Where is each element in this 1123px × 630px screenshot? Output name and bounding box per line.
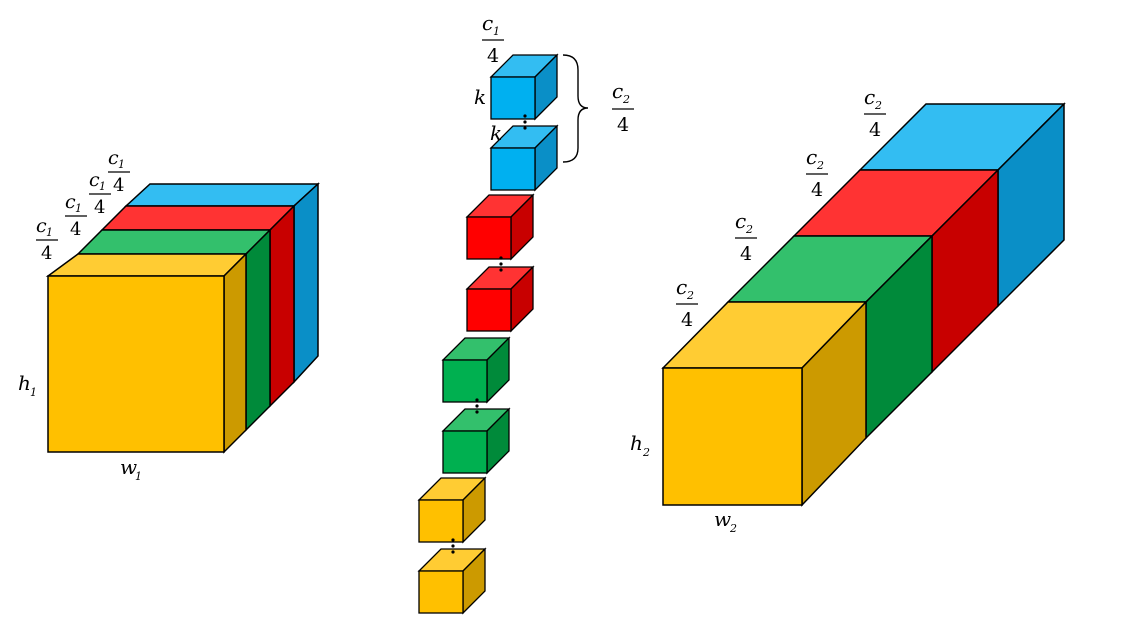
frac-sub: 1 [99,180,106,193]
svg-text:4: 4 [487,45,499,67]
input-fraction-label-1: c 1 4 [36,215,58,264]
frac-den: 4 [94,197,105,218]
input-blue-slab [124,182,320,384]
svg-text:h: h [18,371,31,395]
svg-text:2: 2 [745,223,753,236]
frac-c: c [65,191,76,213]
output-green-block [726,234,934,440]
svg-text:w: w [714,507,731,531]
svg-text:2: 2 [816,159,824,172]
output-fraction-label-1: c 2 4 [676,275,698,331]
kernel-cube-blue-2 [489,124,559,192]
frac-c: c [108,147,119,169]
svg-text:c: c [864,85,875,109]
svg-text:2: 2 [686,289,694,302]
svg-text:h: h [630,431,643,455]
output-width-label: w 2 [714,507,737,535]
group-brace [562,54,589,163]
output-fraction-label-4: c 2 4 [864,85,886,141]
input-fraction-label-4: c 1 4 [108,147,130,196]
brace-label: c 2 4 [612,79,634,136]
svg-text:1: 1 [135,470,142,483]
output-tensor: c 2 4 c 2 4 c 2 4 c 2 4 h 2 w [630,85,1066,535]
kernel-size-label: k [474,85,486,109]
svg-text:c: c [806,145,817,169]
frac-sub: 1 [46,226,53,239]
output-fraction-label-3: c 2 4 [806,145,828,201]
input-height-label: h 1 [18,371,37,399]
kernel-stack: c 1 4 k k c 2 4 [417,11,634,615]
output-blue-block [858,102,1066,308]
kernel-cube-yellow-1 [417,476,487,544]
frac-sub: 1 [118,158,125,171]
frac-den: 4 [70,219,81,240]
svg-text:4: 4 [811,179,823,201]
svg-text:2: 2 [622,93,630,106]
kernel-cube-green-1 [441,336,511,404]
input-fraction-label-3: c 1 4 [89,169,111,218]
kernel-cube-yellow-2 [417,547,487,615]
frac-c: c [89,169,100,191]
input-tensor: c 1 4 c 1 4 c 1 4 c 1 4 h 1 w [18,147,320,483]
input-green-slab [76,228,272,432]
input-fraction-label-2: c 1 4 [65,191,87,240]
svg-text:2: 2 [874,99,882,112]
output-height-label: h 2 [630,431,650,459]
ellipsis-dots [451,114,527,554]
kernel-depth-label: c 1 4 [482,11,504,67]
kernel-cube-red-1 [465,193,535,261]
output-red-block [792,168,1000,374]
frac-c: c [36,215,47,237]
svg-text:c: c [735,209,746,233]
output-yellow-block [661,300,868,507]
frac-sub: 1 [75,202,82,215]
kernel-cube-blue-1 [489,53,559,121]
input-yellow-slab [45,252,248,454]
kernel-cube-green-2 [441,407,511,475]
svg-text:c: c [676,275,687,299]
svg-text:4: 4 [617,114,629,136]
svg-text:4: 4 [740,243,752,265]
kernel-size-label: k [490,121,502,145]
svg-text:w: w [120,455,137,479]
input-width-label: w 1 [120,455,142,483]
svg-text:2: 2 [729,522,737,535]
svg-text:1: 1 [493,25,500,38]
frac-den: 4 [113,175,124,196]
svg-text:c: c [612,79,623,103]
svg-text:1: 1 [30,386,37,399]
frac-den: 4 [41,243,52,264]
kernel-cube-red-2 [465,265,535,333]
svg-text:4: 4 [681,309,693,331]
output-fraction-label-2: c 2 4 [735,209,757,265]
svg-text:c: c [482,11,493,35]
svg-text:2: 2 [642,446,650,459]
svg-text:4: 4 [869,119,881,141]
